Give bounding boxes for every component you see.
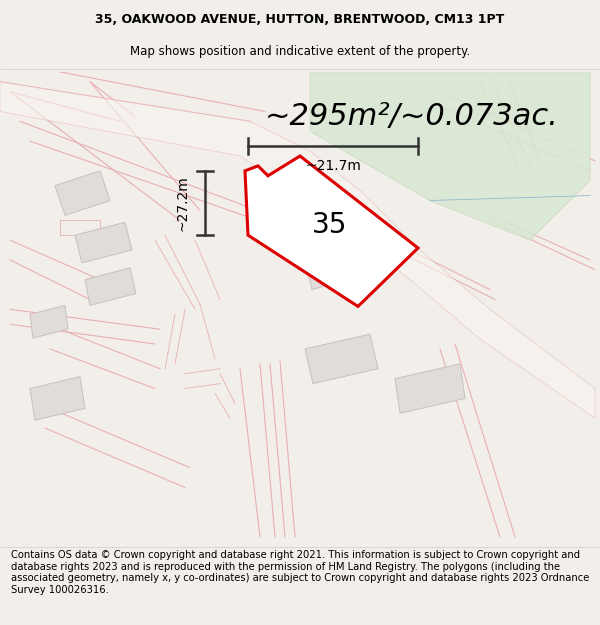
Text: Contains OS data © Crown copyright and database right 2021. This information is : Contains OS data © Crown copyright and d… (11, 550, 589, 595)
Text: ~295m²/~0.073ac.: ~295m²/~0.073ac. (265, 102, 559, 131)
Text: 35, OAKWOOD AVENUE, HUTTON, BRENTWOOD, CM13 1PT: 35, OAKWOOD AVENUE, HUTTON, BRENTWOOD, C… (95, 12, 505, 26)
Polygon shape (395, 364, 465, 413)
Polygon shape (85, 268, 136, 306)
Text: ~27.2m: ~27.2m (176, 175, 190, 231)
Text: ~21.7m: ~21.7m (305, 159, 361, 173)
Polygon shape (305, 334, 378, 384)
Polygon shape (305, 248, 352, 289)
Text: 35: 35 (313, 211, 347, 239)
Polygon shape (0, 82, 595, 418)
Text: Map shows position and indicative extent of the property.: Map shows position and indicative extent… (130, 45, 470, 58)
Polygon shape (30, 306, 68, 338)
Polygon shape (30, 377, 85, 420)
Polygon shape (55, 171, 110, 216)
Polygon shape (310, 72, 590, 240)
Polygon shape (75, 222, 132, 263)
Polygon shape (245, 156, 418, 306)
